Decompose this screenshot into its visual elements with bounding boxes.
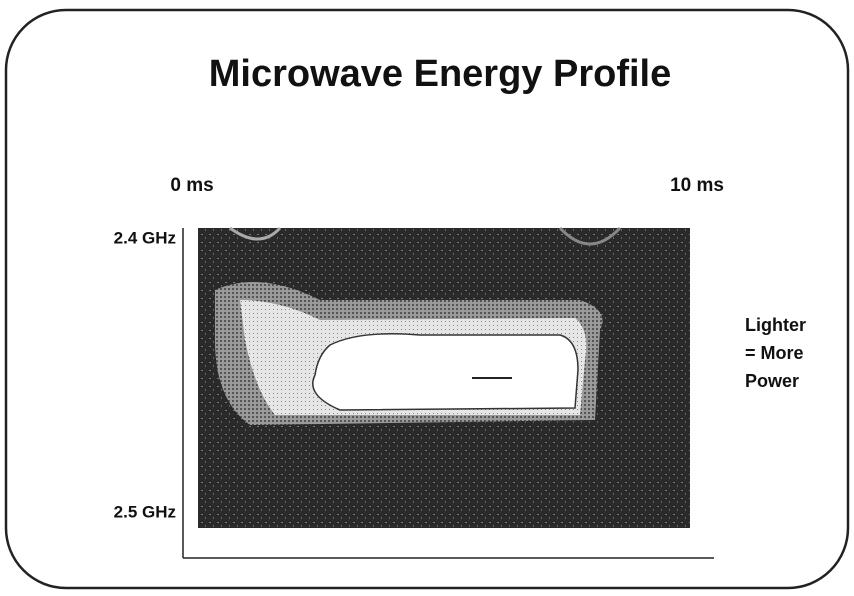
frequency-label: 2.5 GHz	[114, 502, 176, 521]
time-label: 0 ms	[170, 175, 213, 196]
page: Microwave Energy Profile 0 ms 10 ms 2.4 …	[0, 0, 854, 596]
time-label: 10 ms	[670, 175, 724, 196]
legend-line: = More	[745, 343, 804, 363]
spectrogram	[198, 228, 690, 528]
frequency-label: 2.4 GHz	[114, 228, 176, 247]
slide-title: Microwave Energy Profile	[209, 53, 672, 95]
legend-line: Lighter	[745, 315, 806, 335]
slide: Microwave Energy Profile 0 ms 10 ms 2.4 …	[0, 0, 854, 596]
legend-line: Power	[745, 371, 799, 391]
